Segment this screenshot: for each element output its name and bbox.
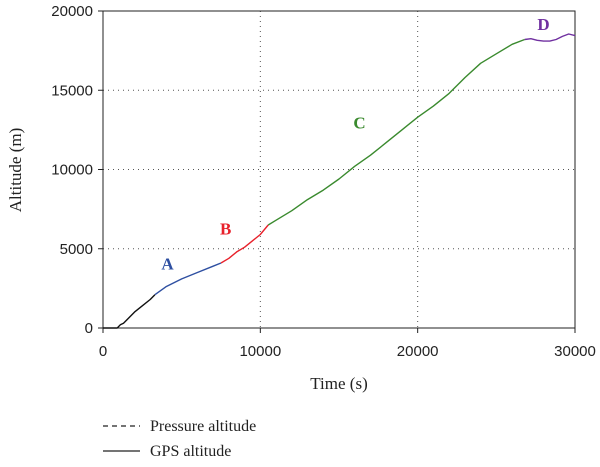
y-tick-label: 0 bbox=[85, 320, 93, 337]
axis-ticks: 0 10000 20000 30000 0 5000 10000 15000 20000 bbox=[51, 3, 596, 360]
y-tick-label: 5000 bbox=[60, 241, 93, 258]
x-tick-label: 0 bbox=[99, 343, 107, 360]
series-line-segment-d bbox=[524, 33, 576, 42]
segment-label-d: D bbox=[537, 15, 549, 34]
grid-lines bbox=[103, 11, 575, 328]
y-axis-title: Altitude (m) bbox=[6, 128, 25, 213]
y-tick-label: 10000 bbox=[51, 162, 93, 179]
x-axis-title: Time (s) bbox=[310, 374, 367, 393]
segment-labels: A B C D bbox=[161, 15, 549, 273]
series-group bbox=[103, 33, 576, 329]
legend: Pressure altitude GPS altitude bbox=[103, 418, 256, 460]
segment-label-a: A bbox=[161, 254, 174, 273]
series-line-segment-c bbox=[267, 38, 525, 226]
segment-label-b: B bbox=[220, 219, 231, 238]
y-tick-label: 15000 bbox=[51, 82, 93, 99]
legend-label-gps: GPS altitude bbox=[150, 443, 231, 460]
x-tick-label: 10000 bbox=[239, 343, 281, 360]
series-line-segment-b bbox=[220, 224, 269, 264]
series-line-segment-a bbox=[154, 262, 222, 296]
legend-label-pressure: Pressure altitude bbox=[150, 418, 256, 435]
x-tick-label: 20000 bbox=[397, 343, 439, 360]
segment-label-c: C bbox=[353, 113, 365, 132]
y-tick-label: 20000 bbox=[51, 3, 93, 20]
x-tick-label: 30000 bbox=[554, 343, 596, 360]
series-line-gps bbox=[103, 294, 156, 329]
